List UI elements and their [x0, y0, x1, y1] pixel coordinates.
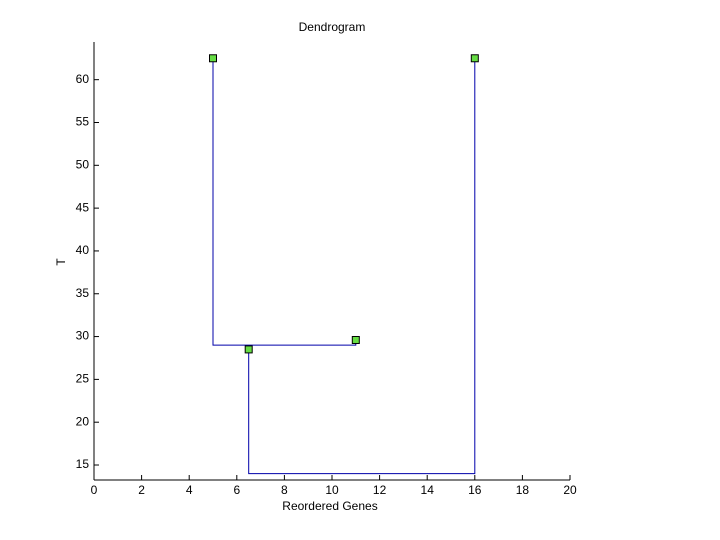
y-tick-label: 50 [76, 157, 90, 171]
x-tick-label: 0 [91, 483, 98, 497]
y-tick-label: 35 [76, 286, 90, 300]
x-tick-label: 14 [421, 483, 435, 497]
marker [244, 345, 253, 354]
marker [470, 54, 479, 63]
y-tick-label: 45 [76, 200, 90, 214]
x-tick-label: 6 [233, 483, 240, 497]
x-tick-label: 4 [186, 483, 193, 497]
y-tick-label: 20 [76, 414, 90, 428]
y-axis-label: T [54, 258, 68, 266]
marker [209, 54, 217, 63]
x-axis-label: Reordered Genes [282, 499, 377, 513]
y-tick-label: 15 [76, 457, 90, 471]
link-line [248, 58, 476, 475]
y-tick-label: 55 [76, 115, 90, 129]
y-tick-label: 30 [76, 329, 90, 343]
link-line [212, 58, 357, 346]
x-tick-label: 8 [281, 483, 288, 497]
x-tick-label: 12 [373, 483, 387, 497]
x-tick-label: 2 [138, 483, 145, 497]
y-tick-label: 25 [76, 372, 90, 386]
marker [351, 335, 360, 344]
x-tick-label: 18 [516, 483, 530, 497]
y-tick-label: 40 [76, 243, 90, 257]
x-tick-label: 20 [563, 483, 577, 497]
y-tick-label: 60 [76, 72, 90, 86]
x-tick-label: 16 [468, 483, 482, 497]
chart-title: Dendrogram [299, 20, 366, 34]
x-tick-label: 10 [325, 483, 339, 497]
